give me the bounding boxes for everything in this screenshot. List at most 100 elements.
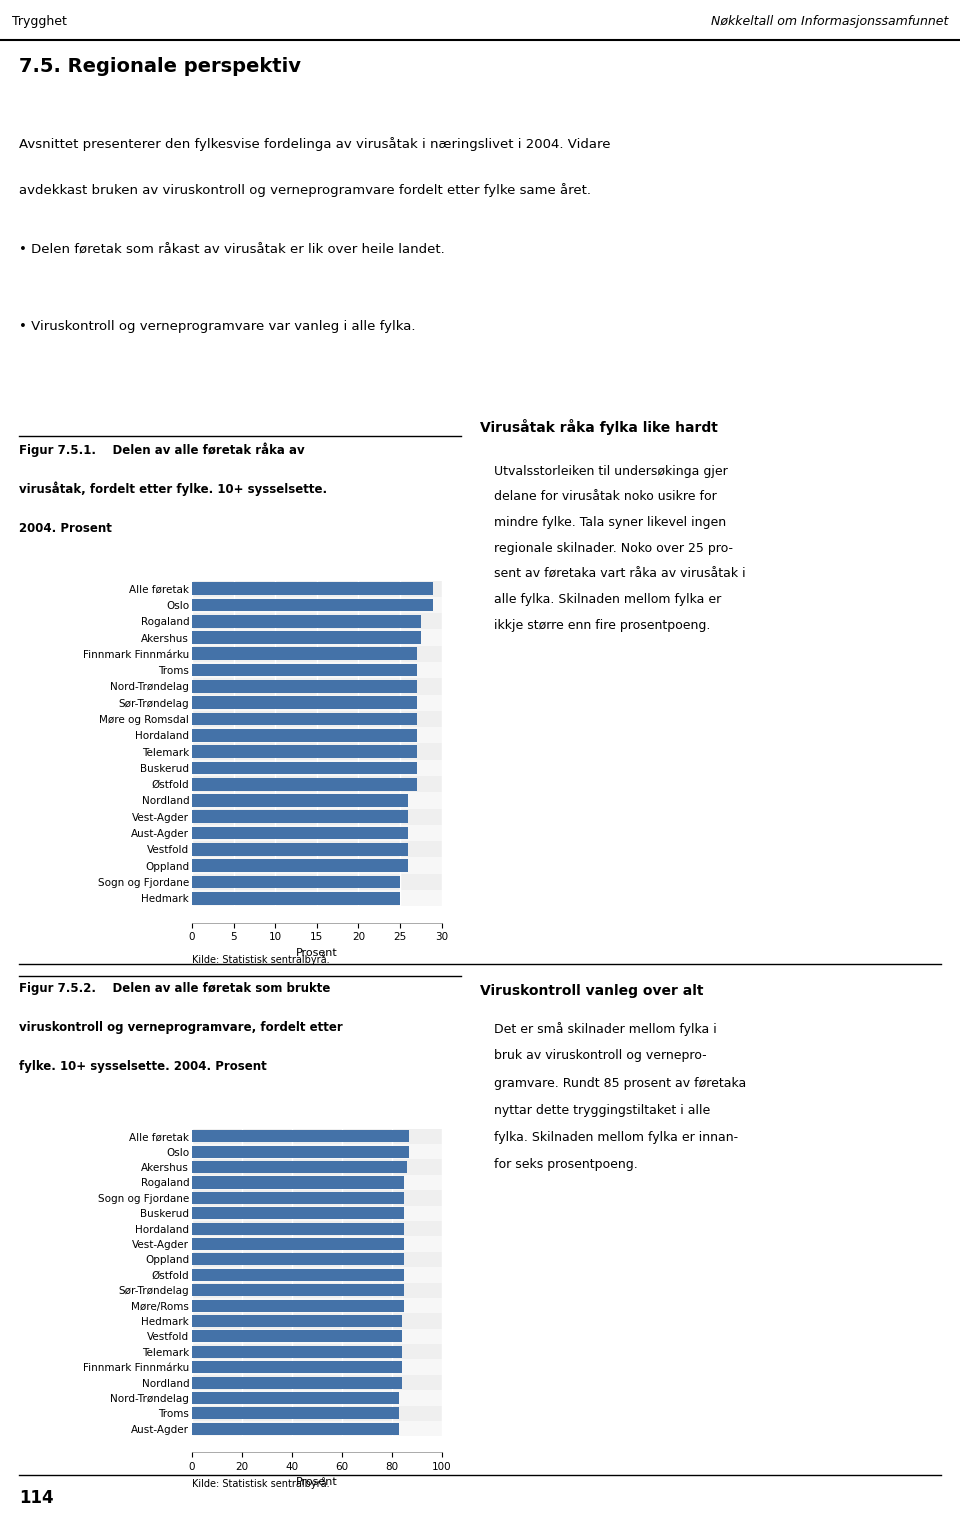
Bar [192, 1130, 409, 1142]
Bar [192, 875, 400, 888]
Bar [192, 694, 442, 711]
Bar [192, 615, 420, 628]
Text: mindre fylke. Tala syner likevel ingen: mindre fylke. Tala syner likevel ingen [493, 515, 726, 529]
Bar [192, 599, 433, 612]
Bar [192, 825, 442, 842]
Bar [192, 581, 442, 596]
Bar [192, 712, 417, 726]
Bar [192, 746, 417, 758]
Bar [192, 662, 442, 679]
Bar [192, 843, 408, 856]
Text: Figur 7.5.2.    Delen av alle føretak som brukte: Figur 7.5.2. Delen av alle føretak som b… [19, 982, 330, 994]
Bar [192, 1128, 442, 1144]
Text: sent av føretaka vart råka av virusåtak i: sent av føretaka vart råka av virusåtak … [493, 567, 746, 581]
Bar [192, 808, 442, 825]
Bar [192, 1406, 442, 1421]
Bar [192, 1328, 442, 1344]
Bar [192, 1284, 404, 1296]
Bar [192, 1313, 442, 1328]
Text: ikkje større enn fire prosentpoeng.: ikkje større enn fire prosentpoeng. [493, 619, 710, 631]
Bar [192, 874, 442, 891]
Bar [192, 613, 442, 630]
Text: gramvare. Rundt 85 prosent av føretaka: gramvare. Rundt 85 prosent av føretaka [493, 1077, 746, 1089]
Bar [192, 1254, 404, 1266]
Bar [192, 1359, 442, 1376]
Text: Kilde: Statistisk sentralbyrå.: Kilde: Statistisk sentralbyrå. [192, 1478, 329, 1488]
X-axis label: Prosent: Prosent [296, 1478, 338, 1487]
Bar [192, 827, 408, 839]
Bar [192, 776, 442, 793]
Bar [192, 1269, 404, 1281]
Text: for seks prosentpoeng.: for seks prosentpoeng. [493, 1157, 637, 1171]
Bar [192, 1237, 442, 1252]
Bar [192, 1252, 442, 1267]
Bar [192, 1145, 409, 1157]
Bar [192, 648, 417, 660]
Bar [192, 645, 442, 662]
Text: nyttar dette tryggingstiltaket i alle: nyttar dette tryggingstiltaket i alle [493, 1104, 710, 1116]
Bar [192, 842, 442, 857]
Bar [192, 1159, 442, 1174]
Bar [192, 1330, 401, 1342]
Text: • Viruskontroll og verneprogramvare var vanleg i alle fylka.: • Viruskontroll og verneprogramvare var … [19, 320, 416, 334]
Text: fylke. 10+ sysselsette. 2004. Prosent: fylke. 10+ sysselsette. 2004. Prosent [19, 1060, 267, 1074]
Text: Det er små skilnader mellom fylka i: Det er små skilnader mellom fylka i [493, 1022, 716, 1035]
Bar [192, 729, 417, 741]
Bar [192, 1377, 401, 1389]
Bar [192, 1208, 404, 1220]
Bar [192, 583, 433, 595]
Bar [192, 1392, 399, 1405]
Bar [192, 1223, 404, 1235]
Bar [192, 892, 400, 904]
Bar [192, 697, 417, 709]
Bar [192, 744, 442, 759]
Text: virusåtak, fordelt etter fylke. 10+ sysselsette.: virusåtak, fordelt etter fylke. 10+ syss… [19, 482, 327, 497]
Text: Nøkkeltall om Informasjonssamfunnet: Nøkkeltall om Informasjonssamfunnet [711, 15, 948, 29]
Bar [192, 857, 442, 874]
Bar [192, 1174, 442, 1190]
Bar [192, 1345, 401, 1357]
Bar [192, 793, 442, 808]
Bar [192, 679, 442, 694]
Bar [192, 1267, 442, 1283]
Text: delane for virusåtak noko usikre for: delane for virusåtak noko usikre for [493, 491, 716, 503]
Bar [192, 795, 408, 807]
Bar [192, 727, 442, 744]
Text: Kilde: Statistisk sentralbyrå.: Kilde: Statistisk sentralbyrå. [192, 953, 329, 965]
Bar [192, 1161, 407, 1173]
Text: bruk av viruskontroll og vernepro-: bruk av viruskontroll og vernepro- [493, 1049, 707, 1063]
Bar [192, 711, 442, 727]
Text: alle fylka. Skilnaden mellom fylka er: alle fylka. Skilnaden mellom fylka er [493, 593, 721, 607]
Text: viruskontroll og verneprogramvare, fordelt etter: viruskontroll og verneprogramvare, forde… [19, 1022, 343, 1034]
Text: Figur 7.5.1.    Delen av alle føretak råka av: Figur 7.5.1. Delen av alle føretak råka … [19, 442, 305, 456]
Bar [192, 1144, 442, 1159]
Text: Avsnittet presenterer den fylkesvise fordelinga av virusåtak i næringslivet i 20: Avsnittet presenterer den fylkesvise for… [19, 137, 611, 151]
Bar [192, 891, 442, 906]
Bar [192, 1206, 442, 1222]
Bar [192, 663, 417, 677]
Bar [192, 1299, 404, 1312]
Bar [192, 1283, 442, 1298]
Bar [192, 1190, 442, 1206]
Text: 7.5. Regionale perspektiv: 7.5. Regionale perspektiv [19, 56, 301, 76]
Bar [192, 1193, 404, 1203]
Bar [192, 1344, 442, 1359]
Text: Utvalsstorleiken til undersøkinga gjer: Utvalsstorleiken til undersøkinga gjer [493, 465, 728, 477]
Bar [192, 761, 417, 775]
Bar [192, 1315, 401, 1327]
Text: Trygghet: Trygghet [12, 15, 66, 29]
X-axis label: Prosent: Prosent [296, 949, 338, 958]
Bar [192, 1238, 404, 1250]
Bar [192, 1391, 442, 1406]
Bar [192, 859, 408, 872]
Text: Virusåtak råka fylka like hardt: Virusåtak råka fylka like hardt [480, 419, 718, 435]
Bar [192, 1408, 399, 1420]
Bar [192, 596, 442, 613]
Bar [192, 1423, 399, 1435]
Text: Viruskontroll vanleg over alt: Viruskontroll vanleg over alt [480, 984, 704, 997]
Text: 2004. Prosent: 2004. Prosent [19, 522, 112, 535]
Text: 114: 114 [19, 1490, 54, 1507]
Bar [192, 810, 408, 824]
Text: fylka. Skilnaden mellom fylka er innan-: fylka. Skilnaden mellom fylka er innan- [493, 1132, 738, 1144]
Bar [192, 630, 442, 645]
